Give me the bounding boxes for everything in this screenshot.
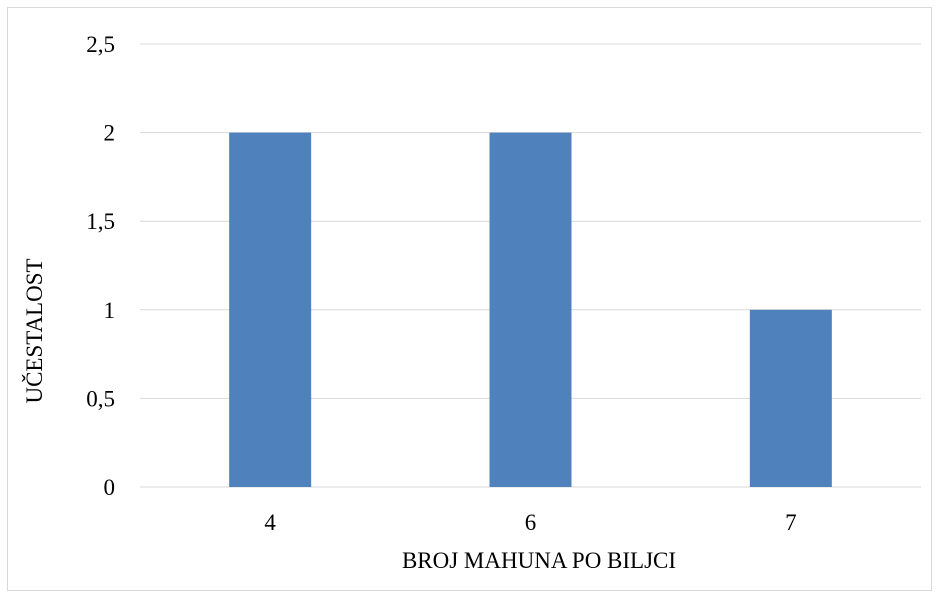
x-tick-label: 7 <box>785 510 797 535</box>
y-tick-label: 1 <box>104 298 116 323</box>
x-axis-title: BROJ MAHUNA PO BILJCI <box>402 548 676 573</box>
y-tick-label: 0 <box>104 475 116 500</box>
bars <box>229 132 832 487</box>
bar-4 <box>229 132 312 487</box>
chart-frame <box>7 7 932 591</box>
bar-7 <box>749 309 832 487</box>
y-axis-title: UČESTALOST <box>21 258 47 403</box>
x-tick-labels: 4 6 7 <box>264 510 796 535</box>
y-tick-label: 2 <box>104 121 116 146</box>
y-tick-label: 2,5 <box>86 32 115 57</box>
y-tick-labels: 0 0,5 1 1,5 2 2,5 <box>86 32 115 500</box>
y-tick-label: 1,5 <box>86 209 115 234</box>
x-tick-label: 6 <box>525 510 537 535</box>
x-tick-label: 4 <box>264 510 276 535</box>
y-tick-label: 0,5 <box>86 386 115 411</box>
bar-6 <box>489 132 572 487</box>
